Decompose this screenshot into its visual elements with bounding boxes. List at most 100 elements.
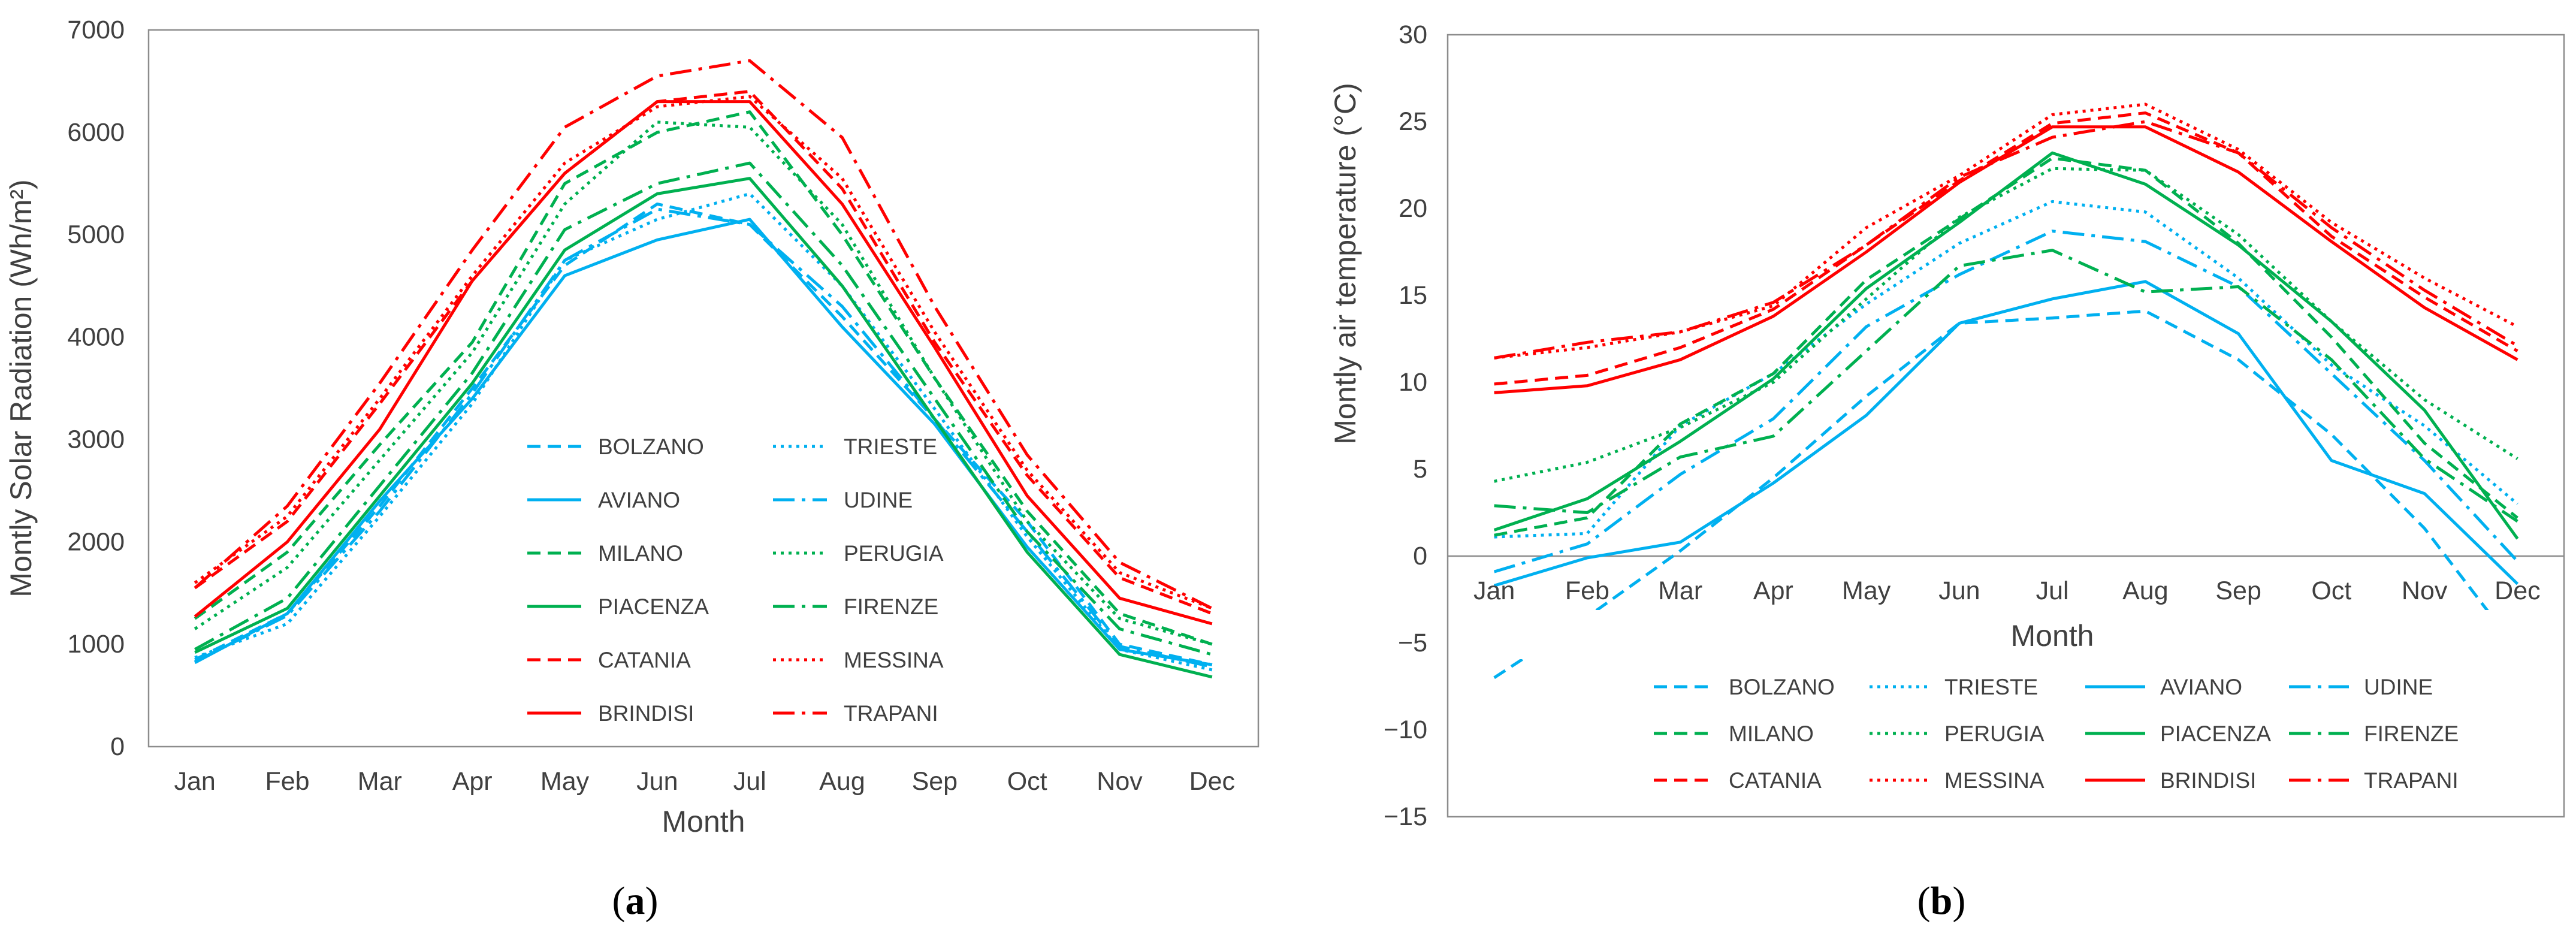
x-tick-label: Jul [733,767,766,796]
x-tick-label: Mar [1658,576,1702,605]
y-axis-title: Montly Solar Radiation (Wh/m²) [4,179,38,597]
series-line-piacenza [1493,151,2519,540]
y-tick-label: 1000 [67,630,125,659]
legend-label: PERUGIA [844,541,944,566]
x-tick-label: Mar [358,767,402,796]
y-tick-label: −15 [1384,802,1427,831]
x-tick-label: Dec [1189,767,1235,796]
y-tick-label: 5 [1413,455,1427,484]
plot-frame [147,29,1260,748]
series-line-trapani [1494,120,2518,360]
legend-label: FIRENZE [844,594,938,619]
x-tick-label: Nov [1097,767,1143,796]
x-tick-label: Oct [1007,767,1047,796]
y-tick-label: 20 [1399,194,1427,223]
y-tick-label: 4000 [67,323,125,352]
y-tick-label: −10 [1384,715,1427,744]
x-tick-label: Nov [2402,576,2448,605]
legend-label: UDINE [2364,675,2433,699]
legend-label: MESSINA [844,648,944,672]
legend-label: TRIESTE [844,434,937,459]
x-tick-label: Sep [912,767,958,796]
legend: BOLZANO TRIESTE AVIANO UDINE MILANO PERUGIA PI… [527,434,944,726]
y-tick-label: 5000 [67,221,125,249]
x-tick-label: Jul [2036,576,2069,605]
legend-label: TRIESTE [1944,675,2038,699]
series-line-brindisi [194,100,1213,626]
x-tick-label: Feb [1565,576,1609,605]
y-tick-label: 0 [110,732,125,761]
legend: BOLZANO TRIESTE AVIANO UDINE MILANO PERUGIA PI… [1654,675,2459,793]
legend-label: MILANO [598,541,683,566]
series-line-aviano [194,218,1213,666]
series-line-aviano [1493,280,2519,587]
series-line-udine [1493,230,2519,573]
series-line-bolzano [1493,309,2519,680]
legend-label: AVIANO [598,488,680,512]
x-tick-label: Aug [819,767,865,796]
chart-b: −15 −10 −5 0 5 10 15 20 25 30 Jan Feb Mar Apr May Jun Ju… [1328,20,2565,923]
x-tick-label: Jun [636,767,678,796]
legend-label: PERUGIA [1944,721,2045,746]
series-line-brindisi [1494,125,2518,394]
legend-label: BRINDISI [598,701,694,726]
series-line-milano [1494,156,2518,537]
series-line-udine [194,207,1213,669]
series-line-catania [1494,111,2518,386]
x-tick-label: Sep [2215,576,2261,605]
legend-label: BOLZANO [598,434,704,459]
x-tick-label: Apr [452,767,493,796]
x-tick-label: May [1842,576,1891,605]
x-tick-label: Jun [1938,576,1980,605]
plot-frame [1446,34,2565,818]
y-tick-label: 30 [1399,20,1427,49]
x-tick-label: Jan [174,767,215,796]
x-tick-label: Feb [265,767,309,796]
legend-label: CATANIA [1729,768,1822,793]
series-line-firenze [194,161,1213,656]
legend-label: TRAPANI [844,701,938,726]
x-tick-label: Oct [2311,576,2351,605]
series-line-trieste [1494,200,2519,539]
series-line-bolzano [194,203,1213,666]
y-tick-label: 15 [1399,281,1427,310]
y-tick-label: 0 [1413,542,1427,570]
series-line-piacenza [194,177,1213,679]
series-line-trapani [194,59,1213,610]
legend-label: UDINE [844,488,913,512]
y-tick-label: 10 [1399,368,1427,397]
x-axis-title: Month [2011,619,2094,653]
x-tick-label: Aug [2122,576,2169,605]
legend-label: MESSINA [1944,768,2045,793]
x-axis-title: Month [662,805,745,838]
y-tick-label: 2000 [67,527,125,556]
panel-label: (a) [612,879,659,923]
series-line-catania [194,90,1213,615]
y-tick-label: 3000 [67,425,125,454]
series-line-firenze [1494,249,2518,523]
legend-label: MILANO [1729,721,1814,746]
chart-a: 0 1000 2000 3000 4000 5000 6000 7000 Jan Feb Mar Ap… [4,16,1260,923]
legend-label: TRAPANI [2364,768,2459,793]
x-tick-label: May [540,767,590,796]
y-tick-label: 6000 [67,118,125,147]
legend-label: BRINDISI [2160,768,2256,793]
x-tick-label: Jan [1473,576,1515,605]
legend-label: BOLZANO [1729,675,1835,699]
legend-label: CATANIA [598,648,691,672]
tick-label-backdrop [1449,610,2562,659]
legend-label: PIACENZA [2160,721,2271,746]
series-line-perugia [1494,167,2518,483]
panel-label: (b) [1917,879,1966,923]
y-axis-title: Montly air temperature (°C) [1328,83,1362,445]
legend-label: PIACENZA [598,594,709,619]
x-tick-label: Dec [2495,576,2540,605]
y-tick-label: 25 [1399,107,1427,136]
legend-label: FIRENZE [2364,721,2459,746]
legend-label: AVIANO [2160,675,2242,699]
series-line-milano [194,110,1213,646]
y-tick-label: 7000 [67,16,125,44]
y-tick-label: −5 [1398,629,1427,657]
x-tick-label: Apr [1753,576,1793,605]
